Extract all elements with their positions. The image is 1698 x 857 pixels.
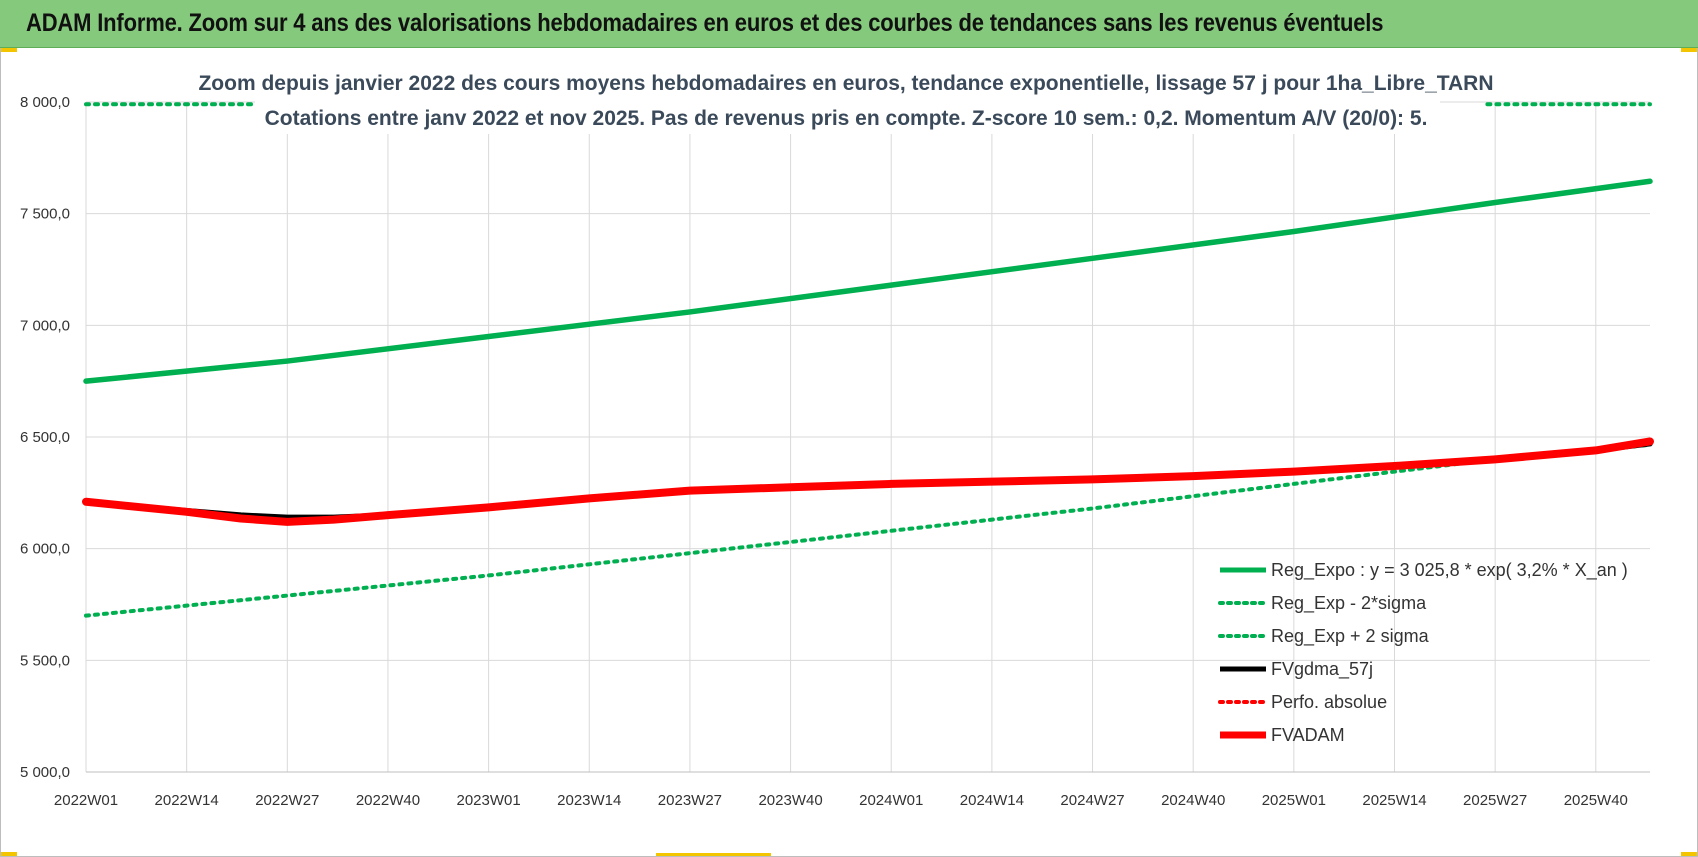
series-layer xyxy=(82,102,1654,618)
x-tick-label: 2025W01 xyxy=(1262,792,1326,809)
x-tick-label: 2022W27 xyxy=(255,792,319,809)
corner-mark-bottom-center xyxy=(656,853,771,856)
header-bar: ADAM Informe. Zoom sur 4 ans des valoris… xyxy=(0,0,1698,48)
chart-subtitle: Cotations entre janv 2022 et nov 2025. P… xyxy=(265,107,1428,130)
legend-label: FVADAM xyxy=(1271,725,1345,745)
series-line-0 xyxy=(83,178,1653,384)
legend-label: Reg_Exp - 2*sigma xyxy=(1271,593,1427,614)
legend-label: Perfo. absolue xyxy=(1271,692,1387,712)
legend: Reg_Expo : y = 3 025,8 * exp( 3,2% * X_a… xyxy=(1218,560,1628,745)
x-tick-label: 2025W40 xyxy=(1564,792,1628,809)
corner-mark-bottom-left xyxy=(1,852,17,856)
chart-title: Zoom depuis janvier 2022 des cours moyen… xyxy=(198,72,1493,95)
x-tick-label: 2023W14 xyxy=(557,792,621,809)
y-tick-label: 8 000,0 xyxy=(20,94,70,111)
x-axis: 2022W01 2022W14 2022W27 2022W40 2023W01 2023W… xyxy=(54,792,1628,809)
y-tick-label: 7 500,0 xyxy=(20,206,70,223)
y-tick-label: 5 000,0 xyxy=(20,764,70,781)
legend-label: Reg_Exp + 2 sigma xyxy=(1271,626,1430,647)
x-tick-label: 2025W27 xyxy=(1463,792,1527,809)
y-axis: 5 000,0 5 500,0 6 000,0 6 500,0 7 000,0 7 500… xyxy=(20,94,70,781)
series-line-1 xyxy=(84,442,1652,618)
y-tick-label: 6 500,0 xyxy=(20,429,70,446)
series-line-5 xyxy=(82,437,1654,526)
page-title: ADAM Informe. Zoom sur 4 ans des valoris… xyxy=(26,9,1384,37)
corner-mark-bottom-right xyxy=(1681,852,1697,856)
x-tick-label: 2022W14 xyxy=(155,792,219,809)
y-tick-label: 7 000,0 xyxy=(20,317,70,334)
x-tick-label: 2025W14 xyxy=(1362,792,1426,809)
corner-mark-top-right xyxy=(1681,48,1697,52)
subtitle-background xyxy=(255,62,1440,134)
x-tick-label: 2023W40 xyxy=(758,792,822,809)
x-tick-label: 2024W40 xyxy=(1161,792,1225,809)
legend-label: FVgdma_57j xyxy=(1271,659,1373,680)
x-tick-label: 2022W01 xyxy=(54,792,118,809)
x-tick-label: 2024W14 xyxy=(960,792,1024,809)
legend-label: Reg_Expo : y = 3 025,8 * exp( 3,2% * X_a… xyxy=(1271,560,1628,581)
x-tick-label: 2023W01 xyxy=(457,792,521,809)
x-tick-label: 2024W27 xyxy=(1060,792,1124,809)
x-tick-label: 2023W27 xyxy=(658,792,722,809)
grid xyxy=(85,101,1650,773)
y-tick-label: 6 000,0 xyxy=(20,541,70,558)
y-tick-label: 5 500,0 xyxy=(20,652,70,669)
x-tick-label: 2022W40 xyxy=(356,792,420,809)
corner-mark-top-left xyxy=(1,48,17,52)
series-line-4 xyxy=(84,439,1652,524)
x-tick-label: 2024W01 xyxy=(859,792,923,809)
series-line-3 xyxy=(83,440,1653,521)
